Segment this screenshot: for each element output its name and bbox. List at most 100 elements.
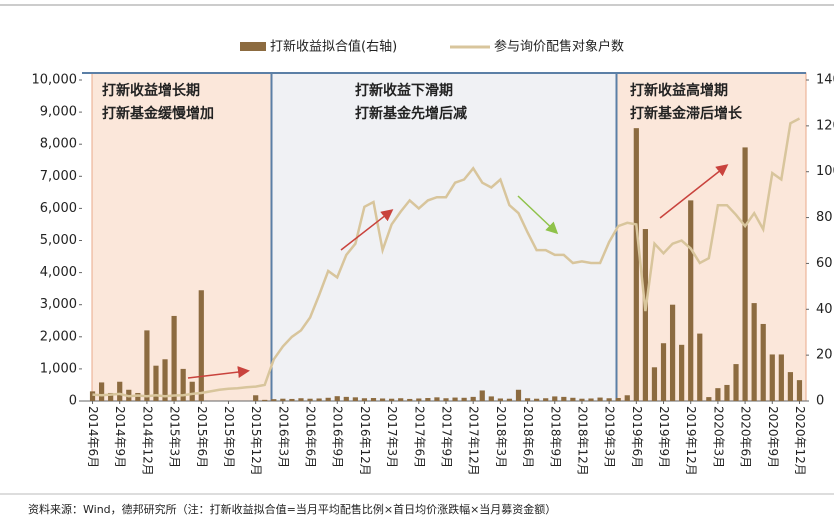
bar: [307, 398, 313, 401]
bar: [289, 398, 295, 401]
bar: [715, 388, 721, 401]
bar: [361, 398, 368, 401]
bar: [733, 364, 739, 401]
y-tick-label: 2,000: [40, 329, 77, 344]
x-tick-label: 2019年9月: [657, 406, 671, 468]
x-tick-label: 2015年3月: [168, 406, 182, 468]
bar: [660, 343, 667, 401]
bar: [751, 303, 757, 401]
x-tick-label: 2016年6月: [304, 406, 318, 468]
x-tick-label: 2015年6月: [195, 406, 209, 468]
y-tick-label: 4,000: [40, 265, 77, 280]
bar: [108, 392, 114, 401]
bar: [461, 397, 467, 401]
x-tick-label: 2015年12月: [249, 406, 263, 476]
bar: [189, 381, 195, 401]
bar: [425, 398, 431, 401]
x-tick-label: 2015年9月: [222, 406, 236, 468]
bar: [253, 395, 259, 401]
bar: [334, 396, 340, 401]
x-tick-label: 2018年12月: [575, 406, 589, 476]
y-tick-label: 0: [69, 394, 77, 409]
bar: [697, 333, 703, 401]
bar: [742, 147, 748, 401]
x-tick-label: 2017年12月: [467, 406, 481, 476]
arrow: [340, 209, 394, 251]
x-tick-label: 2014年9月: [113, 406, 127, 468]
bar: [624, 395, 630, 401]
bar: [443, 398, 449, 401]
x-tick-label: 2020年6月: [739, 406, 753, 468]
x-tick-label: 2016年9月: [331, 406, 345, 468]
bar: [379, 398, 386, 401]
bar: [688, 200, 694, 401]
x-tick-label: 2020年12月: [793, 406, 807, 476]
bar: [298, 398, 304, 401]
arrow: [187, 366, 250, 379]
line: [92, 117, 801, 398]
bar: [171, 315, 177, 401]
annotation: 打新基金先增后减: [355, 105, 467, 122]
bar: [642, 229, 648, 401]
legend-label: 参与询价配售对象户数: [494, 39, 624, 55]
bar: [669, 304, 676, 401]
bar: [280, 398, 286, 401]
bar: [180, 368, 186, 401]
x-tick-label: 2017年6月: [412, 406, 426, 468]
y2-tick-label: 120: [816, 118, 834, 133]
bar: [524, 398, 531, 401]
bar: [760, 323, 766, 401]
bar: [615, 398, 621, 401]
bar: [271, 399, 277, 401]
x-tick-label: 2014年12月: [140, 406, 154, 476]
bar: [325, 397, 331, 401]
y-tick-label: 5,000: [40, 233, 77, 248]
bar: [679, 344, 685, 401]
x-tick-label: 2019年6月: [630, 406, 644, 468]
bar: [579, 398, 585, 401]
bar: [633, 128, 639, 401]
bar: [724, 384, 730, 401]
region-2: [271, 72, 617, 402]
legend-label: 打新收益拟合值(右轴): [270, 39, 397, 55]
x-tick-label: 2019年12月: [684, 406, 698, 476]
y-tick-label: 6,000: [40, 201, 77, 216]
bar: [398, 398, 404, 401]
y-tick-label: 7,000: [40, 169, 77, 184]
y-tick-label: 10,000: [32, 73, 78, 88]
annotation: 打新基金缓慢增加: [102, 105, 214, 122]
y2-tick-label: 0: [816, 394, 824, 409]
x-tick-label: 2016年12月: [358, 406, 372, 476]
bar: [597, 397, 603, 401]
y2-tick-label: 140: [816, 73, 834, 88]
x-tick-label: 2017年9月: [440, 406, 454, 468]
y2-tick-label: 100: [816, 164, 834, 179]
bar: [434, 397, 440, 401]
x-tick-label: 2020年3月: [711, 406, 725, 468]
bar: [117, 381, 123, 401]
bar: [778, 354, 784, 401]
bar: [534, 398, 540, 401]
y2-tick-label: 40: [816, 302, 833, 317]
bar: [352, 397, 358, 401]
bar: [135, 392, 141, 401]
bar: [497, 398, 503, 401]
y-tick-label: 9,000: [40, 105, 77, 120]
bar: [98, 382, 105, 401]
x-tick-label: 2018年3月: [494, 406, 508, 468]
bar: [588, 398, 594, 401]
bar: [407, 398, 413, 401]
bar: [488, 396, 494, 401]
bar: [552, 396, 558, 401]
x-tick-label: 2019年3月: [603, 406, 617, 468]
y-tick-label: 3,000: [40, 297, 77, 312]
bar: [89, 391, 96, 401]
annotation: 打新基金滞后增长: [630, 105, 743, 122]
bar: [796, 380, 803, 401]
annotation: 打新收益增长期: [102, 82, 200, 99]
x-tick-label: 2016年3月: [276, 406, 290, 468]
bar: [769, 354, 775, 401]
x-tick-label: 2018年9月: [548, 406, 562, 468]
bar: [470, 396, 476, 401]
